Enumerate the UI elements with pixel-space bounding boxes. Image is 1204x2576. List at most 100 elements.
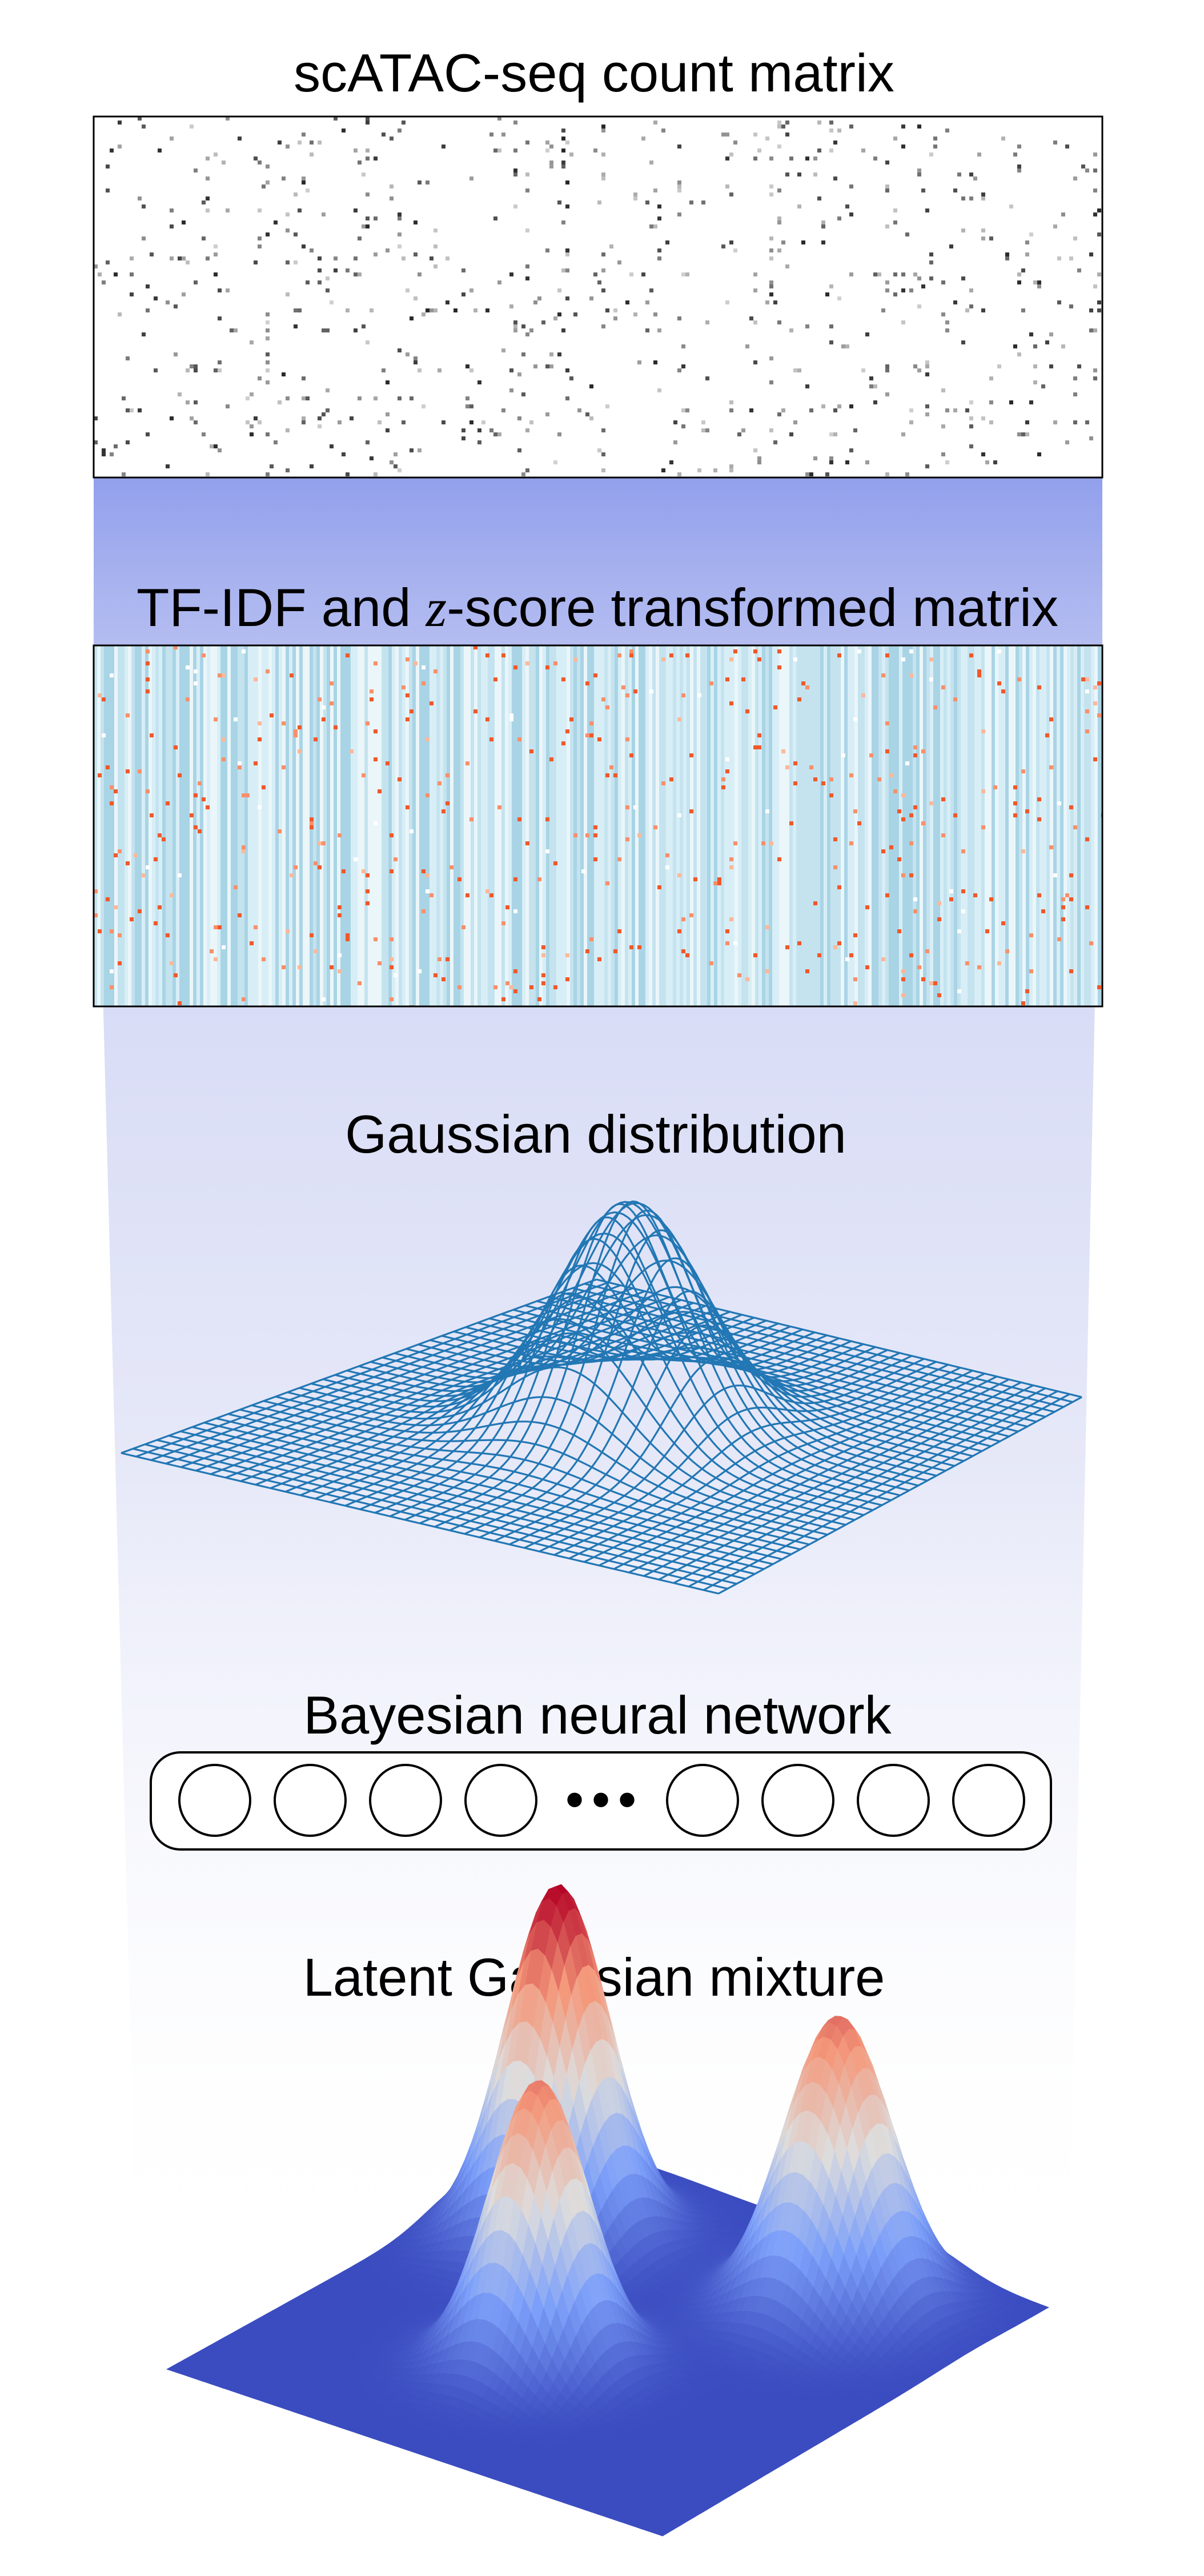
tf-cell <box>545 849 549 853</box>
count-cell <box>697 468 701 472</box>
tf-cell <box>250 941 254 945</box>
tf-cell <box>298 725 302 729</box>
count-cell <box>286 468 290 472</box>
count-cell <box>206 196 210 200</box>
count-matrix-title: scATAC-seq count matrix <box>294 43 894 103</box>
tf-cell <box>1097 681 1101 685</box>
tf-cell <box>669 653 673 657</box>
tf-stripe <box>642 645 645 1006</box>
count-cell <box>549 164 553 168</box>
count-cell <box>601 176 605 180</box>
tf-stripe <box>782 645 786 1006</box>
count-cell <box>258 376 262 380</box>
count-cell <box>1029 332 1033 336</box>
tf-cell <box>597 957 601 961</box>
count-cell <box>218 288 222 292</box>
count-cell <box>374 472 378 476</box>
count-cell <box>961 276 965 280</box>
count-cell <box>677 184 681 188</box>
count-cell <box>649 224 653 228</box>
transformed-matrix-title: TF-IDF and z-score transformed matrix <box>137 577 1058 638</box>
count-cell <box>613 308 617 312</box>
count-cell <box>390 184 394 188</box>
count-cell <box>601 324 605 328</box>
tf-cell <box>593 857 597 861</box>
count-cell <box>1077 268 1081 272</box>
count-cell <box>446 256 450 260</box>
tf-stripe <box>203 645 207 1006</box>
count-cell <box>769 157 773 161</box>
count-cell <box>601 468 605 472</box>
count-cell <box>757 149 761 153</box>
tf-stripe <box>491 645 495 1006</box>
tf-stripe <box>1005 645 1009 1006</box>
bnn-title: Bayesian neural network <box>303 1685 892 1745</box>
count-cell <box>274 440 278 444</box>
count-cell <box>402 256 406 260</box>
count-cell <box>941 452 945 456</box>
count-cell <box>517 416 521 420</box>
transformed-matrix-title-post: -score transformed matrix <box>447 577 1058 637</box>
tf-stripe <box>772 645 776 1006</box>
count-cell <box>961 340 965 344</box>
count-cell <box>517 448 521 452</box>
tf-cell <box>913 745 917 749</box>
tf-cell <box>102 697 106 701</box>
count-cell <box>845 344 849 348</box>
tf-cell <box>541 981 545 985</box>
tf-cell <box>150 733 154 737</box>
count-cell <box>729 408 733 412</box>
tf-cell <box>1085 905 1089 909</box>
count-cell <box>366 117 370 121</box>
tf-cell <box>1013 813 1017 817</box>
count-cell <box>1093 284 1097 288</box>
tf-stripe <box>118 645 121 1006</box>
bnn-neuron <box>274 1764 347 1837</box>
tf-cell <box>338 953 342 957</box>
tf-cell <box>593 673 597 677</box>
tf-cell <box>398 777 402 781</box>
count-cell <box>170 416 174 420</box>
tf-cell <box>805 685 809 689</box>
count-cell <box>901 272 905 276</box>
count-cell <box>210 444 214 448</box>
tf-cell <box>138 909 142 913</box>
count-cell <box>114 272 118 276</box>
count-cell <box>705 320 709 324</box>
count-cell <box>981 308 985 312</box>
count-cell <box>214 153 218 157</box>
count-cell <box>106 164 110 168</box>
tf-cell <box>821 781 825 785</box>
count-cell <box>426 308 430 312</box>
count-cell <box>749 316 753 320</box>
count-cell <box>306 188 310 192</box>
tf-stripe <box>471 645 474 1006</box>
count-cell <box>733 141 737 145</box>
count-cell <box>1081 164 1085 168</box>
count-cell <box>461 436 465 440</box>
tf-cell <box>777 665 781 669</box>
tf-cell <box>1069 805 1073 809</box>
tf-cell <box>797 941 801 945</box>
tf-cell <box>485 653 489 657</box>
count-cell <box>226 208 230 212</box>
count-cell <box>805 384 809 388</box>
count-cell <box>777 412 781 416</box>
count-cell <box>310 153 314 157</box>
count-cell <box>1009 204 1013 208</box>
count-cell <box>657 388 661 392</box>
count-cell <box>262 184 266 188</box>
tf-stripe <box>214 645 217 1006</box>
count-cell <box>194 364 198 368</box>
tf-stripe <box>135 645 138 1006</box>
count-cell <box>302 376 306 380</box>
tf-cell <box>390 997 394 1001</box>
count-cell <box>386 248 390 252</box>
tf-cell <box>174 745 178 749</box>
tf-cell <box>849 953 853 957</box>
tf-cell <box>585 733 589 737</box>
tf-stripe <box>525 645 529 1006</box>
tf-stripe <box>944 645 947 1006</box>
count-cell <box>965 308 969 312</box>
tf-cell <box>953 697 957 701</box>
